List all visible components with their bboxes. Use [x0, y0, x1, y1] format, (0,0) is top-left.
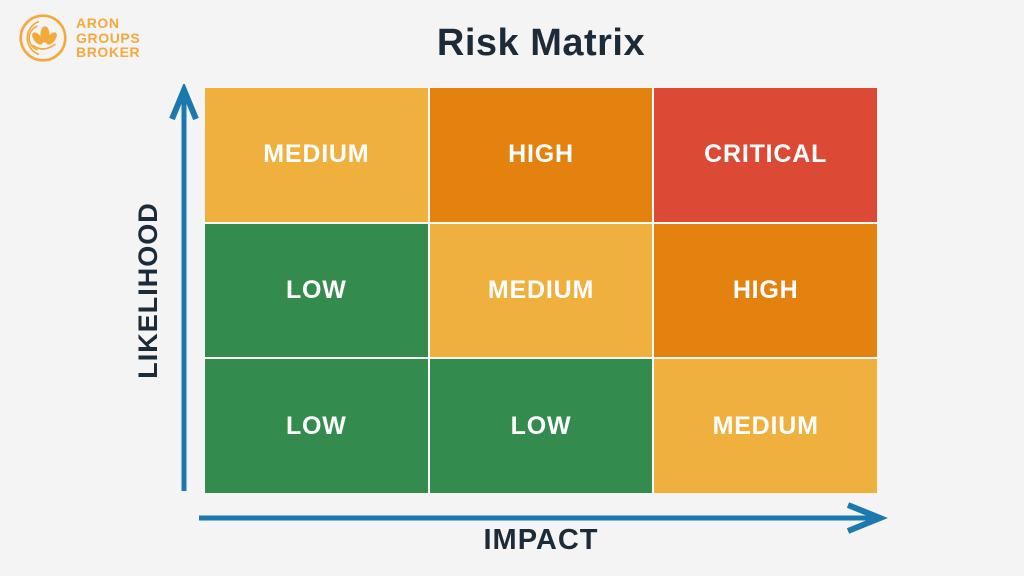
matrix-cell-r2c3-high: HIGH: [654, 223, 877, 358]
y-axis-label-wrap: LIKELIHOOD: [118, 88, 178, 493]
impact-axis-arrow-icon: [199, 502, 888, 534]
risk-matrix-grid: MEDIUM HIGH CRITICAL LOW MEDIUM HIGH LOW LOW MED…: [205, 88, 877, 493]
cell-label: LOW: [510, 411, 572, 440]
page-title: Risk Matrix: [436, 22, 646, 64]
matrix-cell-r1c3-critical: CRITICAL: [654, 88, 877, 222]
leaf-circle-icon: [19, 14, 67, 62]
cell-label: MEDIUM: [263, 140, 370, 169]
matrix-cell-r1c2-high: HIGH: [429, 88, 653, 222]
cell-label: MEDIUM: [712, 411, 819, 440]
cell-label: LOW: [285, 275, 347, 304]
matrix-cell-r3c2-low: LOW: [429, 359, 653, 493]
matrix-cell-r3c1-low: LOW: [205, 359, 428, 493]
matrix-cell-r1c1-medium: MEDIUM: [205, 88, 428, 222]
cell-label: LOW: [285, 411, 347, 440]
brand-line-1: ARON: [76, 14, 120, 31]
matrix-cell-r3c3-medium: MEDIUM: [654, 359, 877, 493]
brand-line-3: BROKER: [76, 44, 141, 61]
cell-label: MEDIUM: [487, 275, 595, 304]
x-axis-label: IMPACT: [483, 524, 599, 556]
matrix-cell-r2c2-medium: MEDIUM: [429, 223, 653, 358]
brand-logo: ARON GROUPS BROKER: [18, 13, 140, 63]
cell-label: HIGH: [508, 140, 574, 169]
likelihood-axis-arrow-icon: [169, 84, 199, 491]
brand-line-2: GROUPS: [76, 29, 141, 46]
matrix-cell-r2c1-low: LOW: [205, 223, 428, 358]
cell-label: HIGH: [732, 275, 799, 304]
cell-label: CRITICAL: [704, 140, 828, 169]
brand-name: ARON GROUPS BROKER: [76, 14, 141, 61]
y-axis-label: LIKELIHOOD: [132, 202, 163, 379]
